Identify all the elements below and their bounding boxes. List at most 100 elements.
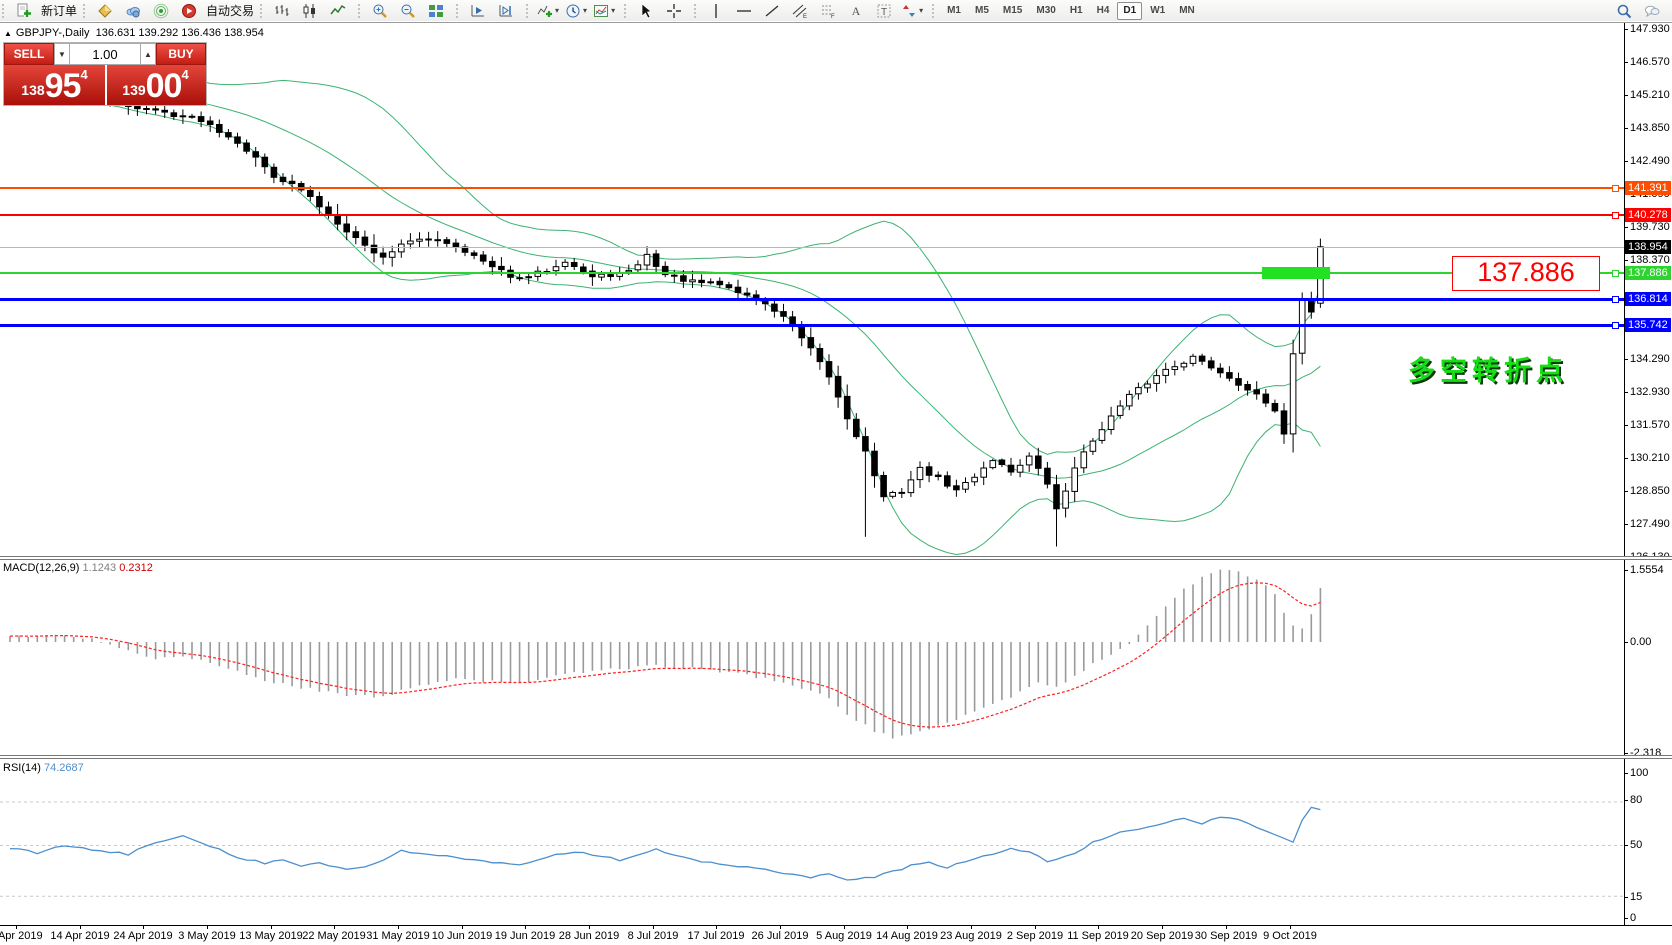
- date-label[interactable]: 11 Sep 2019: [1067, 930, 1129, 942]
- one-click-trading-panel[interactable]: SELL ▼ 1.00 ▲ BUY 138 95 4 139 00 4: [3, 42, 207, 106]
- timeframe-m30[interactable]: M30: [1036, 5, 1056, 16]
- indicator-tick-label[interactable]: -2.318: [1630, 747, 1662, 759]
- timeframe-d1[interactable]: D1: [1117, 1, 1143, 20]
- signals-button[interactable]: [147, 1, 175, 21]
- market-button[interactable]: [119, 1, 147, 21]
- chat-button[interactable]: [1638, 1, 1666, 21]
- price-chart-plot[interactable]: [0, 22, 1624, 557]
- price-tick-label[interactable]: 130.210: [1630, 452, 1670, 464]
- turning-point-annotation[interactable]: 多空转折点: [1408, 356, 1568, 386]
- buy-button[interactable]: BUY: [156, 43, 206, 65]
- horizontal-line-141.391[interactable]: [0, 187, 1624, 189]
- price-tick-label[interactable]: 146.570: [1630, 56, 1670, 68]
- price-tick-label[interactable]: 143.850: [1630, 122, 1670, 134]
- date-label[interactable]: 31 May 2019: [366, 930, 430, 942]
- highlight-rectangle[interactable]: [1262, 267, 1330, 279]
- autotrade-button[interactable]: [175, 1, 203, 21]
- macd-indicator-plot[interactable]: [0, 561, 1624, 755]
- new-order-button-label[interactable]: 新订单: [41, 4, 78, 18]
- panel-separator-macd[interactable]: [0, 556, 1672, 560]
- horizontal-line-138.954[interactable]: [0, 247, 1624, 248]
- templates-button[interactable]: ▾: [590, 1, 618, 21]
- indicators-button[interactable]: ▾: [534, 1, 562, 21]
- date-label[interactable]: 4 Apr 2019: [0, 930, 43, 942]
- indicator-tick-label[interactable]: 1.5554: [1630, 564, 1664, 576]
- date-label[interactable]: 5 Aug 2019: [816, 930, 872, 942]
- search-button[interactable]: [1610, 1, 1638, 21]
- dropdown-caret-icon[interactable]: ▾: [555, 6, 560, 15]
- auto-scroll-button[interactable]: [464, 1, 492, 21]
- date-label[interactable]: 10 Jun 2019: [431, 930, 493, 942]
- timeframe-h1[interactable]: H1: [1069, 5, 1083, 16]
- price-tick-label[interactable]: 134.290: [1630, 353, 1670, 365]
- timeframe-h4[interactable]: H4: [1096, 5, 1110, 16]
- profile-button[interactable]: [91, 1, 119, 21]
- indicator-tick-label[interactable]: 100: [1630, 767, 1649, 779]
- horizontal-line-137.886[interactable]: [0, 272, 1624, 274]
- price-tick-label[interactable]: 128.850: [1630, 485, 1670, 497]
- ask-price[interactable]: 139 00 4: [105, 65, 206, 105]
- tile-windows-button[interactable]: [422, 1, 450, 21]
- text-label-button[interactable]: T: [870, 1, 898, 21]
- collapse-arrow-icon[interactable]: ▲: [4, 29, 12, 38]
- price-tick-label[interactable]: 138.370: [1630, 254, 1670, 266]
- date-label[interactable]: 8 Jul 2019: [627, 930, 679, 942]
- price-tick-label[interactable]: 142.490: [1630, 155, 1670, 167]
- vline-button[interactable]: [702, 1, 730, 21]
- arrows-button[interactable]: ▾: [898, 1, 926, 21]
- date-label[interactable]: 30 Sep 2019: [1194, 930, 1258, 942]
- autotrade-button-label[interactable]: 自动交易: [206, 4, 255, 18]
- dropdown-caret-icon[interactable]: ▾: [611, 6, 616, 15]
- volume-decrease-button[interactable]: ▼: [54, 43, 70, 65]
- price-tick-label[interactable]: 127.490: [1630, 518, 1670, 530]
- date-label[interactable]: 28 Jun 2019: [558, 930, 620, 942]
- channel-button[interactable]: E: [786, 1, 814, 21]
- trendline-button[interactable]: [758, 1, 786, 21]
- chart-window[interactable]: [0, 21, 1672, 945]
- date-label[interactable]: 13 May 2019: [239, 930, 303, 942]
- chart-shift-button[interactable]: [492, 1, 520, 21]
- timeframe-mn[interactable]: MN: [1179, 5, 1195, 16]
- price-tick-label[interactable]: 132.930: [1630, 386, 1670, 398]
- zoom-out-button[interactable]: [394, 1, 422, 21]
- timeframe-m15[interactable]: M15: [1002, 5, 1023, 16]
- date-label[interactable]: 9 Oct 2019: [1263, 930, 1317, 942]
- price-tick-label[interactable]: 131.570: [1630, 419, 1670, 431]
- volume-input[interactable]: 1.00: [70, 43, 140, 65]
- fibonacci-button[interactable]: F: [814, 1, 842, 21]
- horizontal-line-140.278[interactable]: [0, 214, 1624, 216]
- date-label[interactable]: 22 May 2019: [302, 930, 366, 942]
- horizontal-line-135.742[interactable]: [0, 324, 1624, 327]
- hline-button[interactable]: [730, 1, 758, 21]
- date-label[interactable]: 26 Jul 2019: [751, 930, 809, 942]
- line-handle[interactable]: [1612, 212, 1619, 219]
- indicator-tick-label[interactable]: 0.00: [1630, 636, 1652, 648]
- price-level-text-label[interactable]: 137.886: [1452, 256, 1600, 291]
- line-handle[interactable]: [1612, 270, 1619, 277]
- date-label[interactable]: 14 Aug 2019: [876, 930, 938, 942]
- zoom-in-button[interactable]: [366, 1, 394, 21]
- line-handle[interactable]: [1612, 322, 1619, 329]
- price-tick-label[interactable]: 139.730: [1630, 221, 1670, 233]
- date-label[interactable]: 17 Jul 2019: [687, 930, 745, 942]
- price-tick-label[interactable]: 145.210: [1630, 89, 1670, 101]
- timeframe-m5[interactable]: M5: [975, 5, 989, 16]
- text-button[interactable]: A: [842, 1, 870, 21]
- timeframe-w1[interactable]: W1: [1150, 5, 1166, 16]
- date-label[interactable]: 24 Apr 2019: [113, 930, 173, 942]
- date-label[interactable]: 14 Apr 2019: [50, 930, 110, 942]
- date-label[interactable]: 20 Sep 2019: [1130, 930, 1194, 942]
- cursor-button[interactable]: [632, 1, 660, 21]
- date-label[interactable]: 19 Jun 2019: [494, 930, 556, 942]
- dropdown-caret-icon[interactable]: ▾: [919, 6, 924, 15]
- periods-button[interactable]: ▾: [562, 1, 590, 21]
- indicator-tick-label[interactable]: 0: [1630, 912, 1637, 924]
- new-order-button[interactable]: [10, 1, 38, 21]
- rsi-indicator-plot[interactable]: [0, 760, 1624, 924]
- bid-price[interactable]: 138 95 4: [4, 65, 105, 105]
- timeframe-m1[interactable]: M1: [947, 5, 961, 16]
- date-label[interactable]: 2 Sep 2019: [1006, 930, 1064, 942]
- sell-button[interactable]: SELL: [4, 43, 54, 65]
- panel-separator-rsi[interactable]: [0, 755, 1672, 759]
- date-label[interactable]: 3 May 2019: [178, 930, 236, 942]
